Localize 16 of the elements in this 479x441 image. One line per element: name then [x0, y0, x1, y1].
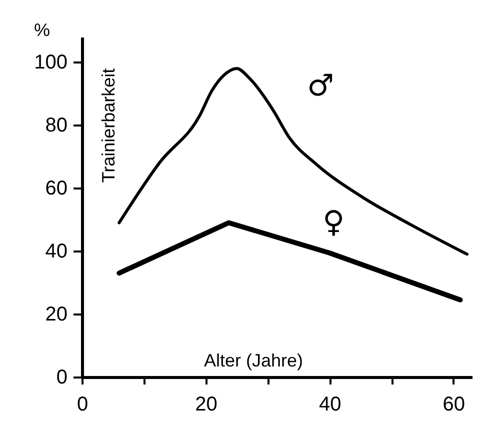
- y-tick-label: 60: [45, 178, 68, 200]
- y-tick-label: 0: [56, 366, 68, 388]
- y-tick-label: 80: [45, 114, 68, 137]
- x-tick-label: 20: [195, 394, 218, 416]
- x-tick-label: 60: [442, 394, 466, 416]
- y-tick-label: 20: [45, 304, 68, 326]
- series-label: ♀: [322, 204, 345, 240]
- x-tick-label: 0: [76, 394, 88, 416]
- line-series: [118, 66, 469, 256]
- x-tick-label: 40: [318, 394, 342, 416]
- x-axis-title: Alter (Jahre): [204, 350, 304, 370]
- y-tick-label: 100: [34, 52, 68, 74]
- text: %: [34, 20, 50, 40]
- y-axis-title: Trainierbarkeit: [98, 68, 118, 183]
- y-tick-label: 40: [45, 240, 68, 263]
- series-label: ♂: [307, 68, 334, 104]
